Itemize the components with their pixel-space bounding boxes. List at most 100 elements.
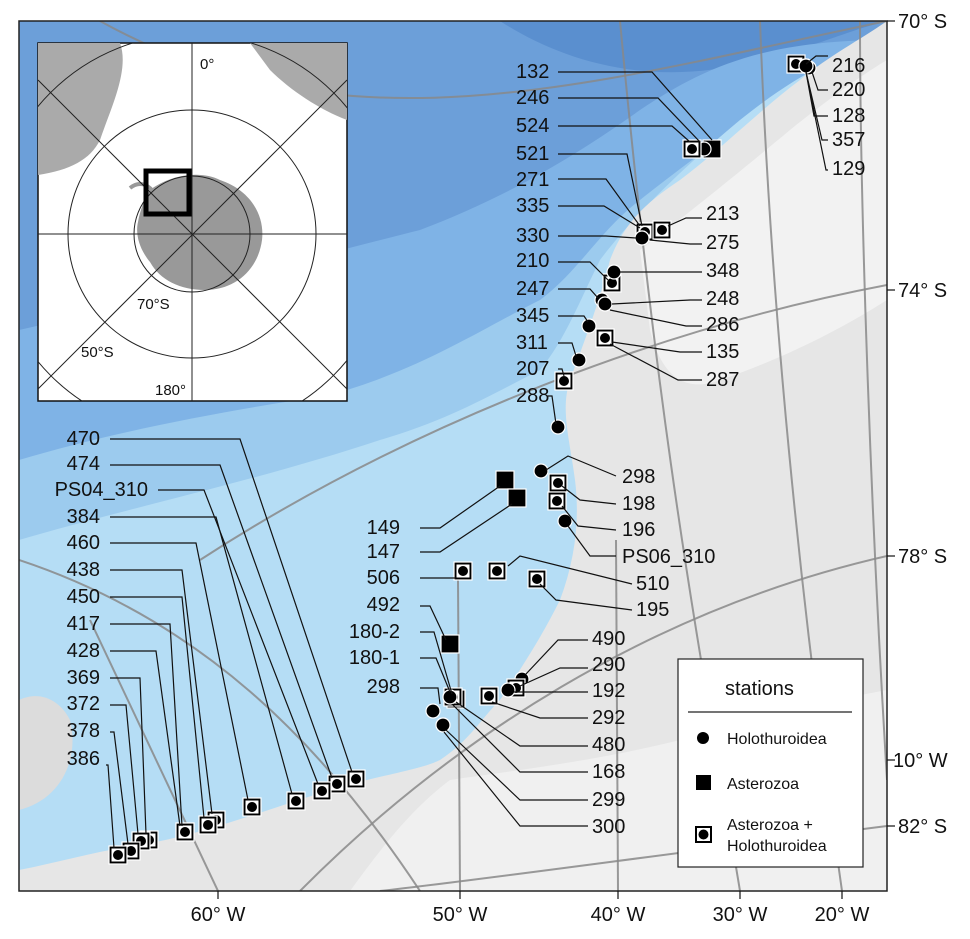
station-label-311: 311 [516,332,548,354]
station-marker-300 [435,717,451,733]
longitude-labels: 60° W 50° W 40° W 30° W 20° W [191,891,869,926]
station-label-492: 492 [367,594,400,616]
station-marker-195 [527,569,547,589]
leader-line-287 [609,343,702,381]
leader-line-378 [110,731,129,845]
leader-line-198 [561,485,617,505]
leader-line-510 [507,555,633,585]
leader-line-372 [110,704,139,835]
leader-line-246 [558,97,701,143]
station-marker-450 [198,815,218,835]
station-label-384: 384 [67,506,100,528]
leader-line-450 [110,596,205,819]
station-label-129: 129 [832,158,865,180]
station-marker-386 [108,845,128,865]
legend-holothuroidea-label: Holothuroidea [727,731,827,748]
leader-line-470 [110,438,353,773]
lon-label-10w: 10° W [893,750,948,772]
station-label-470: 470 [67,428,100,450]
leader-line-213 [667,217,702,227]
leader-line-298 [420,687,441,705]
station-marker-348 [606,264,622,280]
station-marker-286 [597,296,613,312]
leader-line-369 [110,677,147,835]
station-label-524: 524 [516,115,549,137]
leader-line-168 [451,703,588,773]
station-label-438: 438 [67,559,100,581]
station-label-149: 149 [367,517,400,539]
leader-line-490 [525,639,588,675]
station-marker-PS06_310 [557,513,573,529]
station-marker-470 [346,769,366,789]
station-label-220: 220 [832,79,865,101]
station-label-372: 372 [67,693,100,715]
station-marker-288 [550,419,566,435]
latitude-labels: 70° S 74° S 78° S 82° S 10° W [887,11,948,838]
legend-asterozoa-symbol [696,775,711,790]
inset-label-180: 180° [155,382,186,399]
leader-line-195 [539,583,633,611]
station-marker-PS04_310 [312,781,332,801]
station-label-135: 135 [706,341,739,363]
station-marker-460 [242,797,262,817]
leader-line-345 [558,315,589,323]
station-marker-311 [571,352,587,368]
leader-line-357 [805,71,828,141]
station-label-300: 300 [592,816,625,838]
leader-line-417 [110,623,183,827]
station-label-275: 275 [706,232,739,254]
lat-label-78: 78° S [898,546,947,568]
leader-line-492 [420,605,447,641]
inset-label-50s: 50°S [81,344,114,361]
leader-line-438 [110,569,213,815]
lon-label-60w: 60° W [191,904,246,926]
legend-holothuroidea-symbol [697,732,709,744]
station-marker-524 [682,139,702,159]
leader-line-474 [110,464,333,779]
station-label-287: 287 [706,369,739,391]
legend-both-symbol [695,826,712,843]
leader-line-524 [558,125,691,143]
inset-map: 0° 70°S 50°S 180° [37,42,348,402]
station-marker-298 [533,463,549,479]
leader-line-521 [558,153,643,227]
leader-line-286 [609,309,702,327]
inset-africa [250,43,347,120]
leader-line-300 [443,731,588,827]
station-label-132: 132 [516,61,549,83]
leader-line-292 [491,701,588,719]
station-label-213: 213 [706,203,739,225]
station-marker-506 [453,561,473,581]
station-label-180-2: 180-2 [349,621,400,643]
inset-south-america [38,43,123,175]
station-label-506: 506 [367,567,400,589]
station-label-357: 357 [832,129,865,151]
station-label-386: 386 [67,748,100,770]
legend-title: stations [725,678,794,700]
leader-line-PS04_310 [158,489,319,785]
lon-label-30w: 30° W [713,904,768,926]
station-label-PS06_310: PS06_310 [622,546,715,568]
lat-label-70: 70° S [898,11,947,33]
station-marker-147 [507,488,527,508]
station-label-196: 196 [622,519,655,541]
leader-line-149 [420,485,501,529]
leader-line-210 [558,261,609,281]
station-marker-213 [652,220,672,240]
lon-label-50w: 50° W [433,904,488,926]
station-label-PS04_310: PS04_310 [55,479,148,501]
leader-line-PS06_310 [567,525,616,557]
leader-line-220 [811,71,828,91]
leader-line-216 [805,55,828,65]
station-label-271: 271 [516,169,549,191]
leader-line-180-1 [420,657,451,693]
leader-line-299 [445,729,588,801]
station-marker-196 [547,491,567,511]
station-marker-287 [595,328,615,348]
leader-line-384 [110,516,293,795]
station-marker-292 [479,686,499,706]
station-label-290: 290 [592,654,625,676]
station-label-128: 128 [832,105,865,127]
station-marker-198 [548,473,568,493]
station-marker-384 [286,791,306,811]
